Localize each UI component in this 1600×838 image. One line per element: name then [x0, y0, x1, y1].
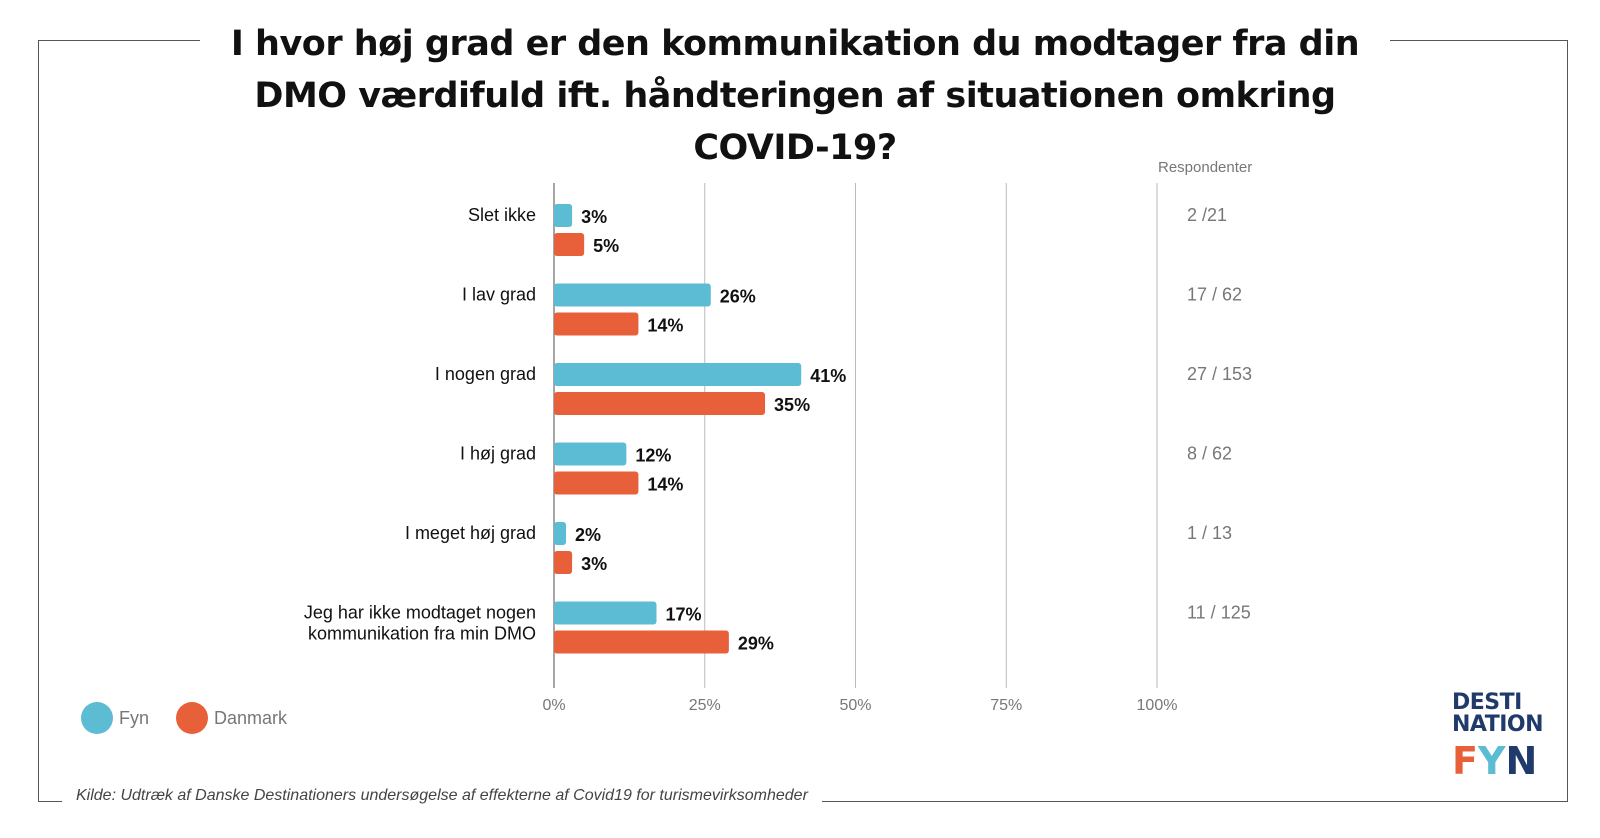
respondents-value: 17 / 62 [1187, 285, 1242, 305]
x-tick-label: 25% [689, 697, 721, 714]
data-label: 17% [666, 605, 702, 625]
bar-danmark [554, 312, 639, 336]
bar-danmark [554, 471, 639, 495]
bar-danmark [554, 233, 585, 256]
source-note: Kilde: Udtræk af Danske Destinationers u… [62, 787, 822, 805]
bar-fyn [554, 522, 567, 545]
logo-letter-f: F [1452, 739, 1478, 783]
data-label: 3% [581, 554, 607, 574]
bar-fyn [554, 204, 573, 227]
category-label: I meget høj grad [405, 523, 536, 543]
logo-line-1: DESTI [1452, 690, 1522, 715]
data-label: 3% [581, 207, 607, 227]
data-label: 41% [810, 366, 846, 386]
category-label: kommunikation fra min DMO [308, 624, 536, 644]
chart-title: I hvor høj grad er den kommunikation du … [200, 18, 1390, 174]
respondents-value: 27 / 153 [1187, 364, 1252, 384]
bar-danmark [554, 551, 573, 574]
legend-swatch-danmark [176, 702, 208, 734]
logo-letter-n: N [1505, 739, 1538, 783]
logo-letter-y: Y [1477, 739, 1506, 783]
category-label: Jeg har ikke modtaget nogen [304, 603, 536, 623]
respondents-value: 8 / 62 [1187, 444, 1232, 464]
data-label: 14% [647, 475, 683, 495]
legend-label-fyn: Fyn [119, 708, 149, 728]
logo-fyn-word: F Y N [1452, 742, 1562, 780]
category-label: I lav grad [462, 285, 536, 305]
data-label: 2% [575, 525, 601, 545]
bar-danmark [554, 630, 729, 654]
bar-fyn [554, 601, 657, 625]
destination-fyn-logo: DESTI NATION F Y N [1452, 690, 1562, 781]
category-label: Slet ikke [468, 205, 536, 225]
x-tick-label: 0% [542, 697, 565, 714]
data-label: 14% [647, 316, 683, 336]
x-tick-label: 50% [839, 697, 871, 714]
bar-fyn [554, 442, 627, 466]
data-label: 35% [774, 395, 810, 415]
data-label: 5% [593, 236, 619, 256]
bar-fyn [554, 363, 802, 386]
bar-danmark [554, 392, 766, 415]
bar-fyn [554, 283, 711, 307]
respondents-header: Respondenter [1158, 159, 1252, 176]
data-label: 12% [635, 446, 671, 466]
category-label: I nogen grad [435, 364, 536, 384]
legend-swatch-fyn [81, 702, 113, 734]
x-tick-label: 100% [1137, 697, 1178, 714]
respondents-value: 11 / 125 [1187, 603, 1251, 623]
category-label: I høj grad [460, 444, 536, 464]
data-label: 29% [738, 634, 774, 654]
x-tick-label: 75% [990, 697, 1022, 714]
legend-label-danmark: Danmark [214, 708, 288, 728]
respondents-value: 2 /21 [1187, 205, 1227, 225]
data-label: 26% [720, 287, 756, 307]
logo-line-2: NATION [1452, 712, 1544, 737]
respondents-value: 1 / 13 [1187, 523, 1232, 543]
